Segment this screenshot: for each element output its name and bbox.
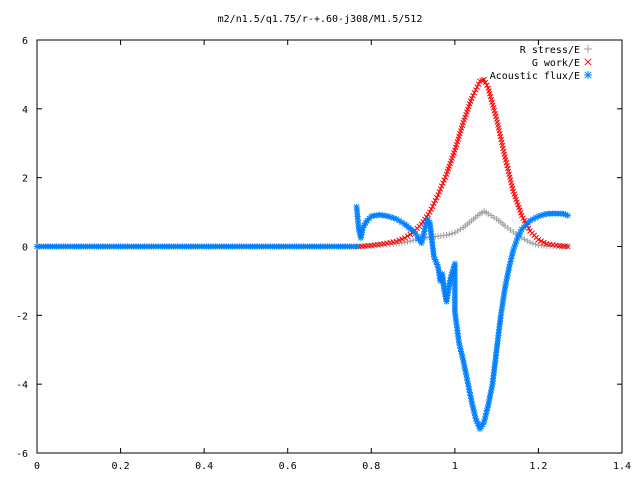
x-tick-label: 1.2 [529, 461, 547, 472]
x-tick-label: 0.4 [195, 461, 213, 472]
y-tick-label: 2 [22, 174, 28, 185]
data-point [456, 342, 463, 349]
data-point [399, 236, 405, 242]
legend-label: Acoustic flux/E [490, 71, 580, 82]
data-point [441, 177, 447, 183]
data-point [472, 415, 479, 422]
data-point [564, 243, 571, 250]
data-point [407, 237, 414, 244]
data-point [404, 233, 411, 239]
y-tick-label: 0 [22, 243, 28, 254]
y-tick-label: 4 [22, 105, 28, 116]
data-point [353, 243, 359, 250]
axis-ticks: 0 0.2 0.4 0.6 0.8 1 1.2 1.4 6 4 2 0 -2 -4 -6 [16, 36, 631, 472]
data-point [518, 212, 525, 219]
data-point [436, 189, 443, 195]
data-point [484, 82, 490, 89]
data-point [401, 239, 408, 246]
y-tick-label: -2 [16, 311, 28, 322]
data-point [449, 230, 456, 237]
data-point [427, 209, 433, 215]
data-point [425, 211, 431, 218]
data-point [431, 200, 437, 207]
series-cross [355, 76, 571, 250]
legend-marker [584, 71, 592, 79]
data-point [506, 264, 513, 271]
data-point [432, 197, 439, 204]
data-point [535, 236, 542, 243]
data-point [470, 92, 476, 99]
data-point [429, 203, 436, 210]
data-point [442, 174, 449, 180]
data-point [435, 192, 441, 198]
data-point [443, 232, 450, 239]
series-star [34, 203, 571, 432]
data-point [520, 215, 526, 221]
legend-marker [584, 45, 592, 53]
data-point [564, 212, 571, 219]
data-point [401, 235, 408, 241]
data-point [524, 237, 531, 244]
x-tick-label: 0.8 [362, 461, 380, 472]
chart-title: m2/n1.5/q1.75/r-+.60-j308/M1.5/512 [218, 14, 423, 25]
data-point [471, 90, 478, 96]
data-point [433, 194, 440, 201]
y-tick-label: -6 [16, 449, 28, 460]
legend-label: G work/E [532, 58, 580, 69]
data-point [410, 237, 417, 244]
data-point [532, 241, 539, 248]
x-tick-label: 0.2 [112, 461, 130, 472]
data-point [404, 238, 411, 245]
data-point [438, 183, 445, 189]
y-tick-label: -4 [16, 380, 28, 391]
x-tick-label: 1 [452, 461, 458, 472]
data-point [393, 238, 400, 245]
x-tick-label: 1.4 [613, 461, 631, 472]
data-point [527, 239, 534, 246]
legend: R stress/E G work/E Acoustic flux/E [490, 45, 592, 82]
data-point [481, 76, 487, 83]
data-point [440, 180, 446, 186]
data-point [396, 237, 402, 243]
data-point [521, 236, 528, 243]
data-marks [34, 76, 571, 432]
data-point [428, 206, 434, 212]
data-point [541, 239, 547, 246]
data-point [473, 418, 480, 425]
data-point [474, 84, 480, 90]
legend-marker [584, 58, 592, 66]
data-point [535, 213, 542, 220]
data-point [510, 246, 517, 253]
data-point [437, 186, 444, 192]
x-tick-label: 0.6 [279, 461, 297, 472]
x-tick-label: 0 [34, 461, 40, 472]
data-point [472, 87, 479, 93]
data-point [538, 238, 544, 244]
data-point [511, 243, 518, 250]
data-point [446, 231, 453, 238]
data-point [482, 79, 489, 86]
y-tick-label: 6 [22, 36, 28, 47]
data-point [468, 95, 475, 102]
data-point [529, 240, 536, 247]
legend-label: R stress/E [520, 45, 580, 56]
